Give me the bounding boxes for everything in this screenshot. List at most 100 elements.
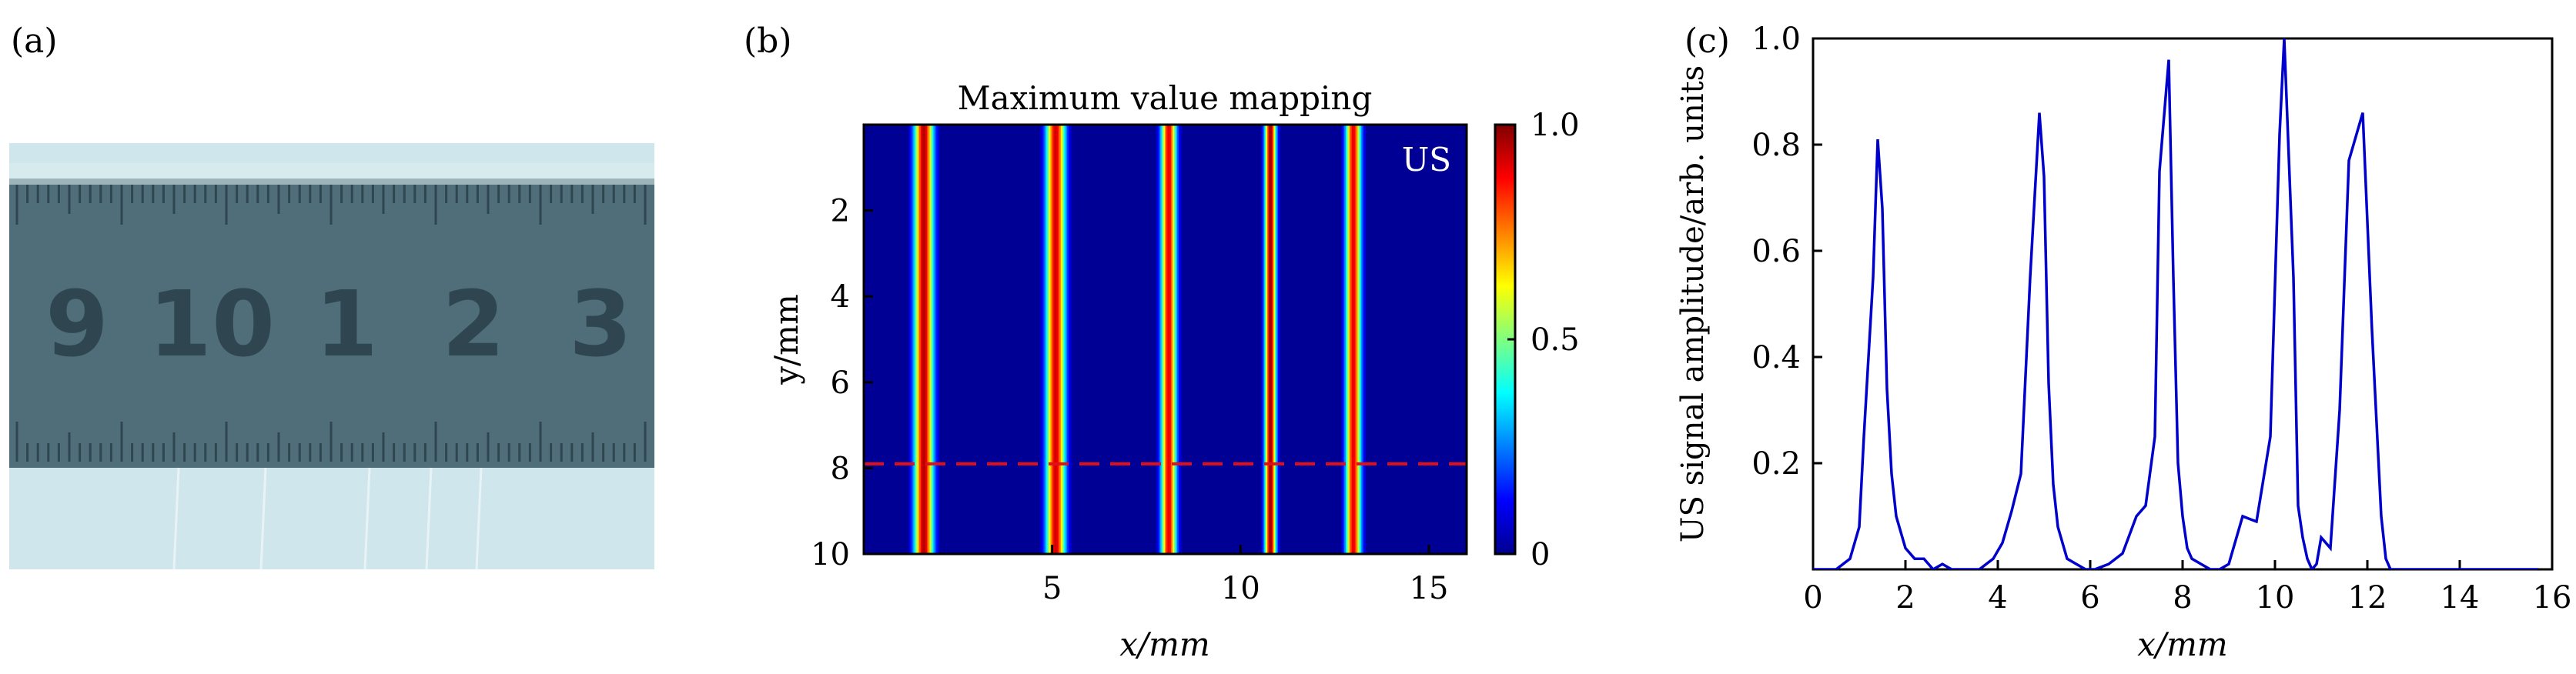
heatmap-column <box>1047 125 1050 554</box>
heatmap-column <box>921 125 923 554</box>
wires <box>172 467 483 570</box>
heatmap-column <box>1273 125 1276 554</box>
heatmap-column <box>1039 125 1042 554</box>
heatmap-frame <box>862 123 1468 556</box>
heatmap-column <box>1359 125 1362 554</box>
heatmap-column <box>1165 125 1167 554</box>
heatmap-column <box>1059 125 1062 554</box>
signal-line <box>1813 38 2538 569</box>
heatmap-column <box>1168 125 1170 554</box>
heatmap-column <box>1062 125 1065 554</box>
heatmap-y-tick-label: 8 <box>831 451 850 486</box>
heatmap-column <box>1363 125 1367 554</box>
heatmap-column <box>924 125 926 554</box>
heatmap-column <box>1064 125 1066 554</box>
panel-b: (b) Maximum value mapping US 5 10 15 2 4 6 8 10… <box>744 22 1580 663</box>
heatmap-column <box>1267 125 1270 554</box>
ruler-numbers: 9 10 1 2 3 <box>45 271 632 377</box>
wire <box>425 467 433 570</box>
heatmap-cells <box>864 125 1467 554</box>
panel-c-label: (c) <box>1684 22 1730 61</box>
heatmap-column <box>1169 125 1172 554</box>
heatmap-column <box>1341 125 1343 554</box>
heatmap-column <box>1166 125 1169 554</box>
colorbar-ticks: 1.0 0.5 0 <box>1507 108 1580 572</box>
heatmap-column <box>913 125 915 554</box>
heatmap-column <box>915 125 917 554</box>
heatmap-column <box>1264 125 1266 554</box>
line-axes: 0 2 4 6 8 10 12 14 16 0.2 0.4 0.6 0.8 1.0 <box>1751 22 2571 616</box>
heatmap-column <box>1160 125 1163 554</box>
heatmap-column <box>1055 125 1057 554</box>
panel-c: (c) 0 2 4 6 8 10 12 14 16 0.2 0.4 0.6 0.8 1.0 x/mm US… <box>1675 22 2571 663</box>
heatmap-column <box>1178 125 1181 554</box>
heatmap-column <box>931 125 934 554</box>
line-x-tick-label: 8 <box>2173 580 2192 616</box>
heatmap-column <box>1056 125 1059 554</box>
heatmap-column <box>922 125 925 554</box>
plot-frame <box>1812 37 2554 571</box>
heatmap-column <box>1343 125 1345 554</box>
heatmap-column <box>1261 125 1264 554</box>
heatmap-column <box>1156 125 1159 554</box>
heatmap-column <box>912 125 914 554</box>
heatmap-ylabel: y/mm <box>768 294 805 385</box>
line-x-tick-label: 6 <box>2080 580 2099 616</box>
heatmap-column <box>1159 125 1161 554</box>
line-ylabel: US signal amplitude/arb. units <box>1675 65 1711 542</box>
heatmap-column <box>1350 125 1353 554</box>
heatmap-column <box>1270 125 1273 554</box>
heatmap-column <box>1049 125 1052 554</box>
heatmap-column <box>929 125 932 554</box>
ruler-ticks <box>15 185 647 462</box>
heatmap-column <box>918 125 920 554</box>
line-y-tick-label: 0.2 <box>1751 446 1801 482</box>
heatmap-column <box>1353 125 1356 554</box>
heatmap-column <box>1360 125 1363 554</box>
heatmap-axes: 5 10 15 2 4 6 8 10 <box>811 194 1448 606</box>
heatmap-column <box>937 125 940 554</box>
colorbar-tick-label: 1.0 <box>1531 108 1580 143</box>
heatmap-column <box>1362 125 1365 554</box>
heatmap-column <box>928 125 931 554</box>
colorbar-tick-label: 0.5 <box>1531 322 1580 358</box>
line-y-tick-label: 1.0 <box>1751 22 1801 57</box>
heatmap-column <box>926 125 929 554</box>
heatmap-column <box>1163 125 1166 554</box>
heatmap-column <box>1263 125 1265 554</box>
heatmap-xlabel: x/mm <box>1119 626 1210 663</box>
heatmap-column <box>1050 125 1052 554</box>
line-x-tick-label: 0 <box>1803 580 1822 616</box>
heatmap-y-tick-label: 4 <box>831 279 850 315</box>
heatmap-column <box>1066 125 1069 554</box>
heatmap-column <box>1045 125 1049 554</box>
ruler-number: 1 <box>315 271 378 377</box>
heatmap-column <box>1179 125 1183 554</box>
panel-b-label: (b) <box>744 22 792 61</box>
wire <box>259 467 267 570</box>
colorbar: 1.0 0.5 0 <box>1494 108 1580 572</box>
heatmap-title: Maximum value mapping <box>958 79 1373 117</box>
heatmap-column <box>1276 125 1279 554</box>
heatmap-column <box>1354 125 1357 554</box>
heatmap-column <box>1066 125 1068 554</box>
heatmap-column <box>1069 125 1072 554</box>
heatmap-column <box>1171 125 1173 554</box>
line-y-tick-label: 0.4 <box>1751 340 1801 375</box>
heatmap-column <box>935 125 938 554</box>
heatmap-column <box>1357 125 1360 554</box>
heatmap-column <box>1176 125 1179 554</box>
heatmap-column <box>1272 125 1274 554</box>
line-x-tick-label: 10 <box>2256 580 2295 616</box>
line-y-tick-label: 0.8 <box>1751 128 1801 163</box>
heatmap-column <box>1162 125 1164 554</box>
wire <box>172 467 180 570</box>
heatmap-column <box>919 125 922 554</box>
heatmap-column <box>932 125 935 554</box>
heatmap-column <box>1266 125 1268 554</box>
heatmap-column <box>1053 125 1055 554</box>
heatmap-column <box>910 125 912 554</box>
line-x-tick-label: 16 <box>2533 580 2572 616</box>
heatmap-column <box>916 125 918 554</box>
